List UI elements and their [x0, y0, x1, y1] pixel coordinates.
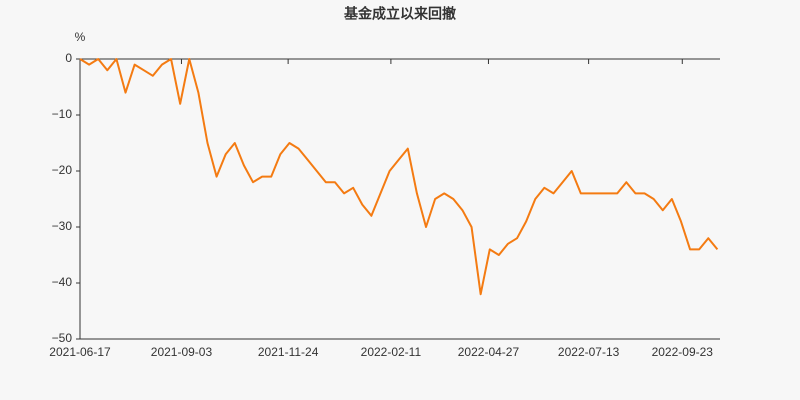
y-tick-label: −50 — [52, 331, 73, 345]
y-tick-label: −10 — [52, 107, 73, 121]
x-tick-label: 2021-06-17 — [49, 345, 111, 359]
x-tick-label: 2022-02-11 — [361, 345, 422, 359]
y-unit: % — [75, 30, 86, 44]
x-tick-label: 2022-04-27 — [458, 345, 520, 359]
x-tick-label: 2021-11-24 — [258, 345, 319, 359]
y-tick-label: 0 — [65, 51, 72, 65]
chart-title: 基金成立以来回撤 — [344, 6, 456, 22]
y-tick-label: −40 — [52, 275, 73, 289]
y-tick-label: −20 — [52, 163, 73, 177]
x-tick-label: 2021-09-03 — [151, 345, 213, 359]
x-tick-label: 2022-09-23 — [652, 345, 714, 359]
series-line — [79, 58, 719, 296]
y-tick-label: −30 — [52, 219, 73, 233]
x-tick-label: 2022-07-13 — [558, 345, 620, 359]
